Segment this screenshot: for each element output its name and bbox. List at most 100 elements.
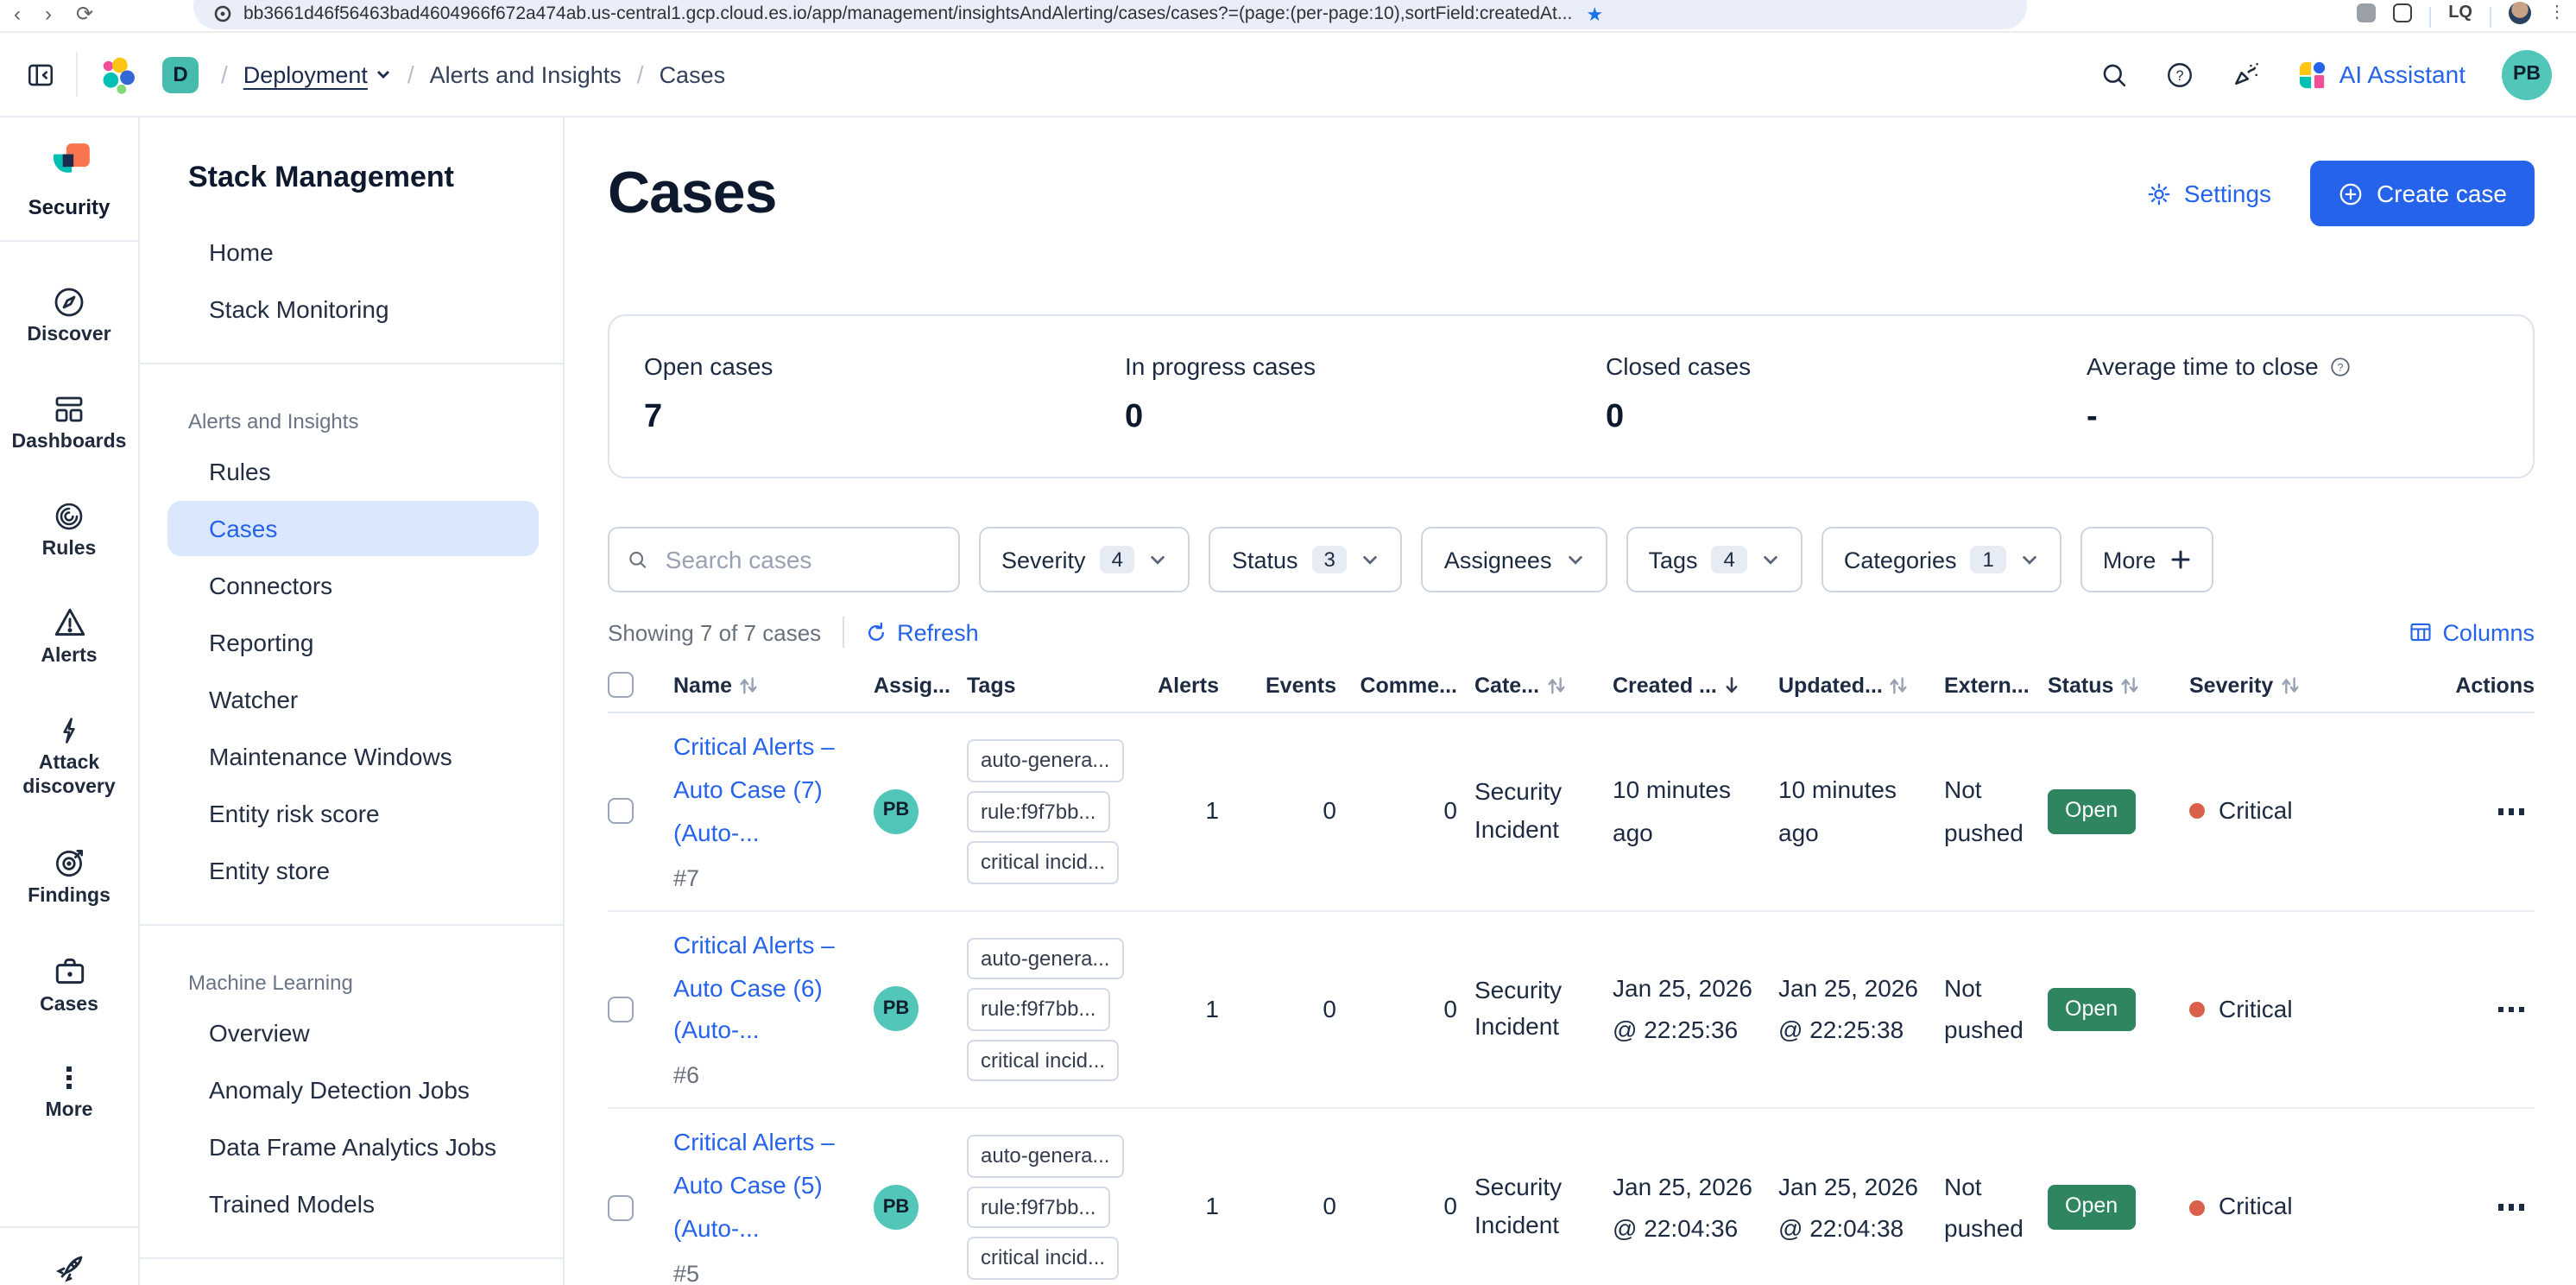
filter-status-button[interactable]: Status 3 xyxy=(1209,527,1403,592)
rail-item-dashboards[interactable]: Dashboards xyxy=(0,392,138,456)
create-case-button[interactable]: Create case xyxy=(2309,161,2535,226)
case-name-link[interactable]: Critical Alerts – Auto Case (6) (Auto-..… xyxy=(673,923,856,1052)
columns-button[interactable]: Columns xyxy=(2408,619,2535,645)
divider xyxy=(0,1226,138,1228)
column-header-severity[interactable]: Severity xyxy=(2189,673,2334,697)
rail-item-cases[interactable]: Cases xyxy=(0,953,138,1018)
filter-assignees-button[interactable]: Assignees xyxy=(1422,527,1607,592)
sidebar-item-watcher[interactable]: Watcher xyxy=(167,672,539,727)
tag-chip: rule:f9f7bb... xyxy=(967,1187,1109,1229)
stat-value: 0 xyxy=(1125,399,1571,437)
tags-cell: auto-genera...rule:f9f7bb...critical inc… xyxy=(967,739,1133,884)
rail-item-more[interactable]: More xyxy=(0,1061,138,1125)
search-cases-field[interactable] xyxy=(662,544,941,575)
browser-address-bar[interactable]: bb3661d46f56463bad4604966f672a474ab.us-c… xyxy=(193,0,2027,29)
refresh-button[interactable]: Refresh xyxy=(864,619,979,645)
rocket-icon[interactable] xyxy=(52,1252,86,1285)
sidebar-item-anomaly-detection-jobs[interactable]: Anomaly Detection Jobs xyxy=(167,1062,539,1117)
row-checkbox[interactable] xyxy=(608,997,634,1022)
deployment-badge[interactable]: D xyxy=(162,56,199,92)
elastic-logo-icon[interactable] xyxy=(98,54,138,94)
assignee-avatar[interactable]: PB xyxy=(874,1185,919,1230)
site-info-icon[interactable] xyxy=(214,5,231,22)
select-all-checkbox[interactable] xyxy=(608,672,634,698)
sidebar-item-reporting[interactable]: Reporting xyxy=(167,615,539,670)
collapse-sidebar-icon[interactable] xyxy=(17,52,62,97)
sidebar-item-trained-models[interactable]: Trained Models xyxy=(167,1176,539,1231)
sidebar-item-data-frame-analytics-jobs[interactable]: Data Frame Analytics Jobs xyxy=(167,1119,539,1174)
events-count: 0 xyxy=(1236,1189,1336,1226)
column-header-created[interactable]: Created ... xyxy=(1613,673,1761,697)
case-name-link[interactable]: Critical Alerts – Auto Case (7) (Auto-..… xyxy=(673,725,856,854)
sidebar-item-connectors[interactable]: Connectors xyxy=(167,558,539,613)
breadcrumb-section[interactable]: Alerts and Insights xyxy=(430,61,622,87)
row-actions-button[interactable] xyxy=(2491,801,2531,821)
events-count: 0 xyxy=(1236,793,1336,830)
row-actions-button[interactable] xyxy=(2491,1198,2531,1218)
sidebar-item-entity-store[interactable]: Entity store xyxy=(167,843,539,898)
news-feed-icon[interactable] xyxy=(2231,59,2262,90)
divider xyxy=(76,52,78,97)
case-id: #5 xyxy=(673,1257,856,1285)
ai-assistant-button[interactable]: AI Assistant xyxy=(2298,60,2466,89)
row-checkbox[interactable] xyxy=(608,799,634,825)
browser-back-icon[interactable]: ‹ xyxy=(14,2,21,26)
status-badge[interactable]: Open xyxy=(2048,1186,2135,1230)
column-header-status[interactable]: Status xyxy=(2048,673,2172,697)
settings-button[interactable]: Settings xyxy=(2146,180,2271,207)
browser-menu-icon[interactable]: ⋮ xyxy=(2548,3,2566,22)
cases-stats-panel: Open cases 7 In progress cases 0 Closed … xyxy=(608,314,2535,478)
column-header-updated[interactable]: Updated... xyxy=(1778,673,1927,697)
assignee-avatar[interactable]: PB xyxy=(874,789,919,834)
rail-item-discover[interactable]: Discover xyxy=(0,285,138,349)
case-name-link[interactable]: Critical Alerts – Auto Case (5) (Auto-..… xyxy=(673,1122,856,1250)
rail-item-rules[interactable]: Rules xyxy=(0,498,138,562)
extension-icon-2[interactable] xyxy=(2393,3,2412,22)
search-cases-input[interactable] xyxy=(608,527,960,592)
tag-chip: rule:f9f7bb... xyxy=(967,988,1109,1030)
filter-severity-button[interactable]: Severity 4 xyxy=(979,527,1190,592)
status-badge[interactable]: Open xyxy=(2048,789,2135,833)
table-body: Critical Alerts – Auto Case (7) (Auto-..… xyxy=(608,713,2535,1285)
search-icon[interactable] xyxy=(2099,60,2129,89)
sidebar-item-home[interactable]: Home xyxy=(167,225,539,280)
browser-profile-avatar[interactable] xyxy=(2509,2,2531,24)
help-icon[interactable]: ? xyxy=(2165,60,2194,89)
sidebar-item-overview[interactable]: Overview xyxy=(167,1005,539,1060)
extension-icon[interactable] xyxy=(2357,3,2376,22)
filter-tags-button[interactable]: Tags 4 xyxy=(1626,527,1802,592)
user-avatar[interactable]: PB xyxy=(2502,49,2552,99)
row-actions-button[interactable] xyxy=(2491,999,2531,1019)
filter-categories-button[interactable]: Categories 1 xyxy=(1822,527,2061,592)
rail-item-alerts[interactable]: Alerts xyxy=(0,605,138,671)
sidebar-item-entity-risk-score[interactable]: Entity risk score xyxy=(167,786,539,841)
sidebar-item-cases[interactable]: Cases xyxy=(167,501,539,556)
sortable-icon xyxy=(1888,673,1910,697)
plus-icon xyxy=(2169,549,2190,570)
column-header-name[interactable]: Name xyxy=(673,673,856,697)
row-checkbox[interactable] xyxy=(608,1194,634,1220)
external-incident-cell: Not pushed xyxy=(1944,967,2030,1052)
select-all-checkbox[interactable] xyxy=(608,672,656,698)
breadcrumb-deployment[interactable]: Deployment xyxy=(243,61,392,87)
url-text: bb3661d46f56463bad4604966f672a474ab.us-c… xyxy=(243,3,1572,24)
category-cell: Security Incident xyxy=(1474,774,1595,849)
sidebar-item-maintenance-windows[interactable]: Maintenance Windows xyxy=(167,729,539,784)
browser-reload-icon[interactable]: ⟳ xyxy=(76,2,93,26)
rail-item-attack-discovery[interactable]: Attack discovery xyxy=(0,713,138,801)
rail-item-findings[interactable]: Findings xyxy=(0,845,138,910)
column-header-cate[interactable]: Cate... xyxy=(1474,673,1595,697)
sidebar-item-rules[interactable]: Rules xyxy=(167,444,539,499)
status-badge[interactable]: Open xyxy=(2048,988,2135,1032)
divider xyxy=(140,924,563,926)
extension-lq-icon[interactable]: LQ xyxy=(2448,3,2472,22)
rail-item-security[interactable]: Security xyxy=(0,117,138,240)
assignee-avatar[interactable]: PB xyxy=(874,987,919,1032)
question-circle-icon[interactable]: ? xyxy=(2329,355,2352,377)
column-header-actions: Actions xyxy=(2352,673,2535,697)
browser-forward-icon[interactable]: › xyxy=(45,2,52,26)
sidebar-item-stack-monitoring[interactable]: Stack Monitoring xyxy=(167,282,539,337)
filter-more-button[interactable]: More xyxy=(2080,527,2213,592)
external-incident-cell: Not pushed xyxy=(1944,1165,2030,1250)
bookmark-star-icon[interactable]: ★ xyxy=(1586,3,1603,25)
